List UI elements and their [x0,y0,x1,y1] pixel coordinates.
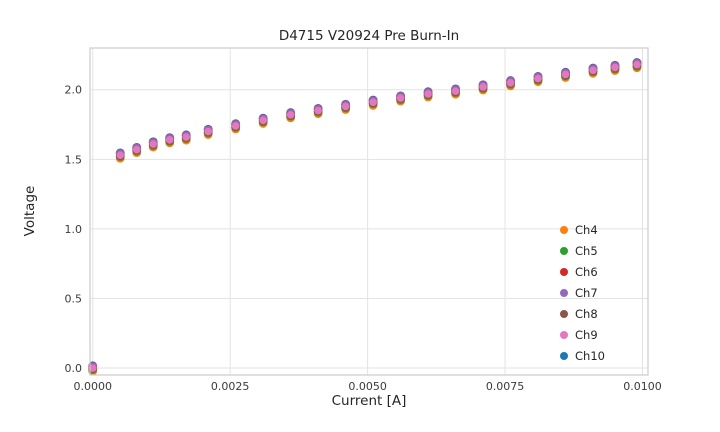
data-point [314,106,322,115]
data-point [182,133,191,141]
data-point [561,70,570,79]
y-tick-label: 1.5 [65,153,83,166]
y-tick-labels: 0.0 0.5 1.0 1.5 2.0 [65,84,83,375]
x-tick-label: 0.0000 [73,380,112,393]
data-point [451,87,460,95]
legend-item-ch9: Ch9 [560,324,605,345]
legend-swatch [560,267,568,276]
plot-border [89,47,649,376]
legend-item-ch10: Ch10 [560,345,605,366]
data-point [88,364,97,372]
data-point [165,136,174,144]
legend-swatch [560,288,568,297]
data-point [611,63,619,72]
legend-label: Ch4 [575,222,598,237]
y-tick-label: 2.0 [65,84,83,97]
data-point [231,122,240,130]
chart-title: D4715 V20924 Pre Burn-In [278,28,460,44]
legend-label: Ch9 [575,327,598,342]
series-Ch9 [88,60,641,372]
x-tick-label: 0.0075 [486,380,525,393]
data-point [396,94,405,102]
y-tick-label: 0.0 [65,362,83,375]
legend-label: Ch6 [575,264,598,279]
data-point [479,83,487,91]
legend-label: Ch10 [575,348,605,363]
data-point [633,60,641,69]
legend-swatch [560,330,568,339]
legend-item-ch4: Ch4 [560,219,605,240]
legend-item-ch7: Ch7 [560,282,605,303]
legend-label: Ch7 [575,285,598,300]
data-point [259,116,267,125]
legend-swatch [560,351,568,360]
data-point [589,66,597,75]
data-point [424,90,432,98]
data-point [204,127,212,136]
x-axis-label: Current [A] [331,393,407,409]
data-point [149,140,158,148]
x-tick-label: 0.0100 [623,380,662,393]
legend-swatch [560,246,568,255]
x-tick-labels: 0.0000 0.0025 0.0050 0.0075 0.0100 [73,380,661,393]
data-point [341,102,350,111]
legend-label: Ch5 [575,243,598,258]
legend-item-ch8: Ch8 [560,303,605,324]
data-point [506,78,515,87]
x-tick-label: 0.0025 [211,380,250,393]
data-point [132,145,141,154]
x-tick-label: 0.0050 [348,380,387,393]
legend-item-ch5: Ch5 [560,240,605,261]
y-tick-label: 0.5 [65,292,83,305]
data-point [116,151,125,159]
gridlines [90,48,648,375]
legend-swatch [560,309,568,318]
data-point [534,74,542,83]
legend: Ch4 Ch5 Ch6 Ch7 Ch8 Ch9 Ch10 [560,219,605,366]
legend-item-ch6: Ch6 [560,261,605,282]
legend-label: Ch8 [575,306,598,321]
data-point [369,98,377,107]
y-tick-label: 1.0 [65,223,83,236]
data-point [286,110,295,119]
legend-swatch [560,225,568,234]
